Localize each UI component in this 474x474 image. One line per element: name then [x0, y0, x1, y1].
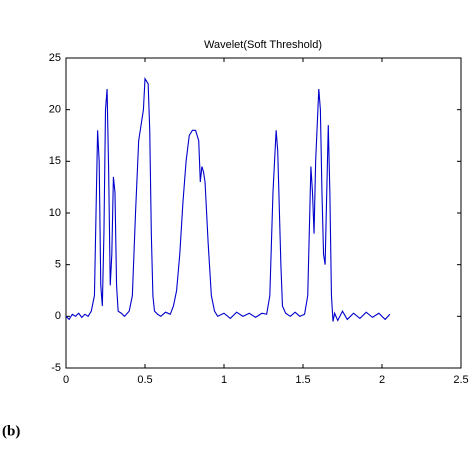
y-tick-label: 0 — [55, 310, 61, 322]
x-tick-label: 1.5 — [295, 374, 310, 386]
x-tick-label: 1 — [221, 374, 227, 386]
x-tick-label: 2 — [379, 374, 385, 386]
y-tick-label: 15 — [49, 155, 61, 167]
x-tick-label: 2.5 — [453, 374, 468, 386]
y-tick-label: 5 — [55, 259, 61, 271]
x-tick-label: 0 — [63, 374, 69, 386]
y-tick-label: 10 — [49, 207, 61, 219]
plot-frame — [65, 57, 462, 369]
data-line — [65, 76, 391, 322]
panel-label: (b) — [2, 423, 20, 439]
y-tick-label: -5 — [51, 362, 61, 374]
chart-title: Wavelet(Soft Threshold) — [204, 39, 322, 51]
x-tick-label: 0.5 — [137, 374, 152, 386]
y-tick-label: 20 — [49, 104, 61, 116]
y-tick-label: 25 — [49, 52, 61, 64]
